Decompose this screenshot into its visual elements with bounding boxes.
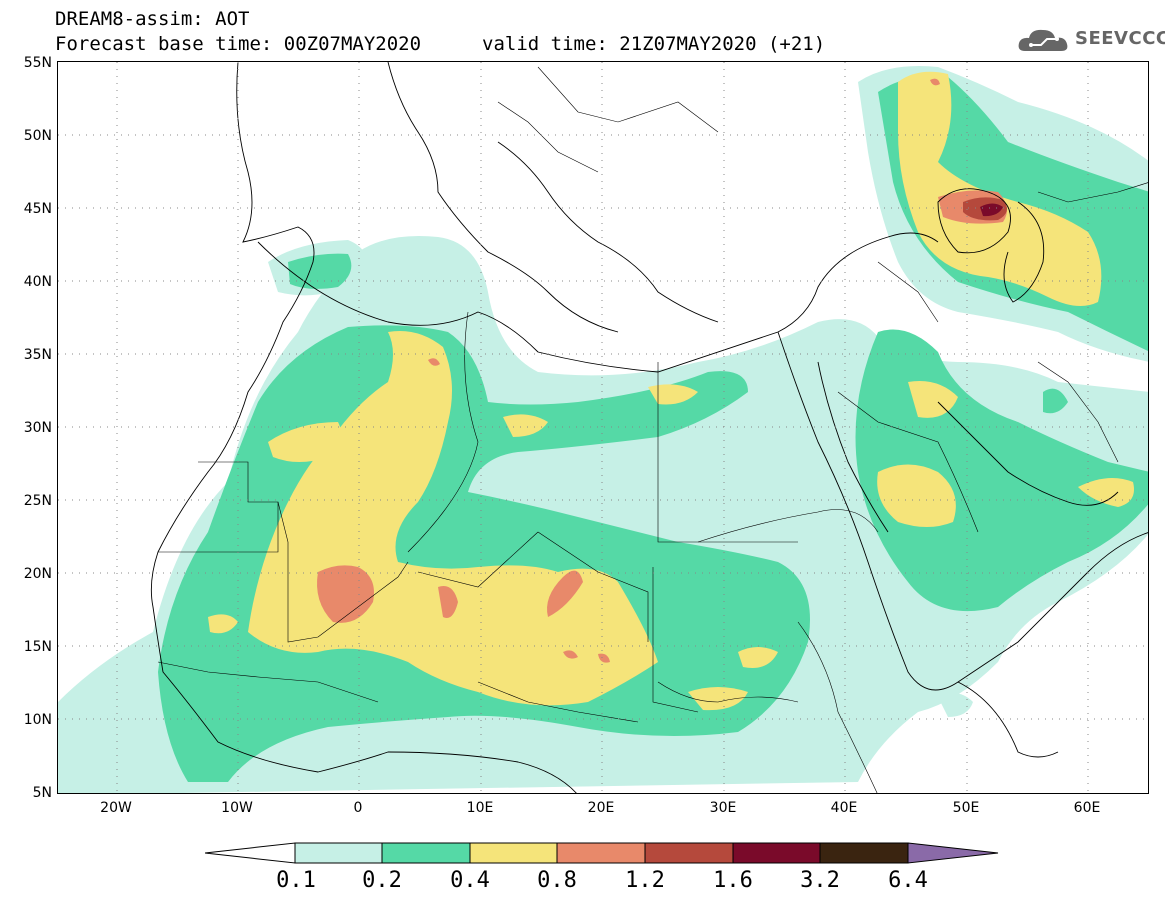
seevccc-logo: SEEVCCC bbox=[1017, 25, 1165, 55]
lon-label-0: 0 bbox=[353, 800, 363, 816]
title-variable: DREAM8-assim: AOT bbox=[55, 8, 250, 30]
colorbar-swatch-6 bbox=[732, 842, 821, 864]
lon-label-10e: 10E bbox=[466, 800, 494, 816]
lat-label-15n: 15N bbox=[23, 639, 52, 655]
country-borders bbox=[157, 66, 1148, 793]
lat-label-10n: 10N bbox=[23, 712, 52, 728]
lon-label-60e: 60E bbox=[1073, 800, 1101, 816]
lat-label-25n: 25N bbox=[23, 493, 52, 509]
lat-label-45n: 45N bbox=[23, 201, 52, 217]
lon-label-50e: 50E bbox=[952, 800, 980, 816]
cloud-icon bbox=[1018, 29, 1068, 51]
lat-label-5n: 5N bbox=[32, 785, 52, 801]
title-valid-time: valid time: 21Z07MAY2020 (+21) bbox=[482, 33, 826, 55]
coastlines bbox=[150, 62, 1148, 793]
logo-text: SEEVCCC bbox=[1075, 28, 1165, 49]
lat-label-55n: 55N bbox=[23, 55, 52, 71]
colorbar-swatch-3 bbox=[469, 842, 558, 864]
colorbar-label-0.4: 0.4 bbox=[450, 868, 490, 893]
lat-label-20n: 20N bbox=[23, 566, 52, 582]
colorbar-swatch-2 bbox=[381, 842, 471, 864]
lat-label-40n: 40N bbox=[23, 274, 52, 290]
aot-colorbar bbox=[205, 842, 999, 864]
colorbar-under-arrow bbox=[205, 842, 296, 864]
colorbar-label-1.6: 1.6 bbox=[713, 868, 753, 893]
lon-label-40e: 40E bbox=[830, 800, 858, 816]
lat-label-35n: 35N bbox=[23, 347, 52, 363]
colorbar-label-6.4: 6.4 bbox=[888, 868, 928, 893]
lat-label-50n: 50N bbox=[23, 128, 52, 144]
colorbar-swatch-7 bbox=[819, 842, 909, 864]
lon-label-20e: 20E bbox=[587, 800, 615, 816]
lat-label-30n: 30N bbox=[23, 420, 52, 436]
lon-label-10w: 10W bbox=[221, 800, 253, 816]
aot-map bbox=[57, 61, 1149, 794]
colorbar-swatch-4 bbox=[556, 842, 646, 864]
colorbar-label-1.2: 1.2 bbox=[625, 868, 665, 893]
colorbar-swatch-5 bbox=[644, 842, 734, 864]
colorbar-label-3.2: 3.2 bbox=[800, 868, 840, 893]
colorbar-label-0.1: 0.1 bbox=[276, 868, 316, 893]
aot-field-1.6-3.2 bbox=[980, 203, 1003, 217]
colorbar-over-arrow bbox=[907, 842, 999, 864]
colorbar-label-0.2: 0.2 bbox=[362, 868, 402, 893]
lon-label-30e: 30E bbox=[709, 800, 737, 816]
aot-map-canvas bbox=[58, 62, 1148, 793]
colorbar-label-0.8: 0.8 bbox=[537, 868, 577, 893]
graticule bbox=[58, 62, 1148, 793]
colorbar-swatch-1 bbox=[294, 842, 383, 864]
lon-label-20w: 20W bbox=[100, 800, 132, 816]
title-base-time: Forecast base time: 00Z07MAY2020 bbox=[55, 33, 422, 55]
